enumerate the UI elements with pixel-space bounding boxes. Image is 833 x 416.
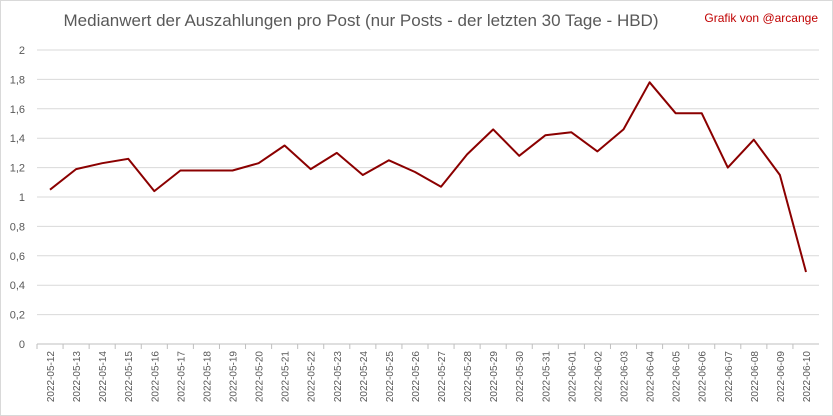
gridlines (37, 49, 819, 345)
x-tick-label: 2022-05-21 (281, 351, 292, 403)
x-tick-label: 2022-05-13 (72, 351, 83, 403)
y-tick-label: 0,6 (10, 251, 25, 263)
x-tick-label: 2022-06-07 (724, 351, 735, 403)
y-tick-label: 0 (19, 339, 25, 351)
x-tick-label: 2022-05-31 (541, 351, 552, 403)
y-axis: 0 0,2 0,4 0,6 0,8 1 1,2 1,4 1,6 1,8 2 (10, 45, 25, 351)
x-tick-label: 2022-05-27 (437, 351, 448, 403)
x-tick-label: 2022-05-12 (46, 351, 57, 403)
series (49, 81, 807, 273)
x-axis: 2022-05-12 2022-05-13 2022-05-14 2022-05-15… (36, 344, 813, 403)
x-tick-label: 2022-06-04 (646, 351, 657, 403)
x-tick-label: 2022-05-29 (489, 351, 500, 403)
x-tick-label: 2022-06-03 (620, 351, 631, 403)
y-tick-label: 1 (19, 192, 25, 204)
x-tick-label: 2022-06-08 (750, 351, 761, 403)
y-tick-label: 1,4 (10, 133, 25, 145)
y-tick-label: 1,2 (10, 163, 25, 175)
x-tick-label: 2022-06-10 (802, 351, 813, 403)
x-tick-label: 2022-05-26 (411, 351, 422, 403)
x-tick-label: 2022-05-30 (515, 351, 526, 403)
x-tick-label: 2022-05-17 (176, 351, 187, 403)
y-tick-label: 0,2 (10, 310, 25, 322)
x-tick-label: 2022-05-19 (229, 351, 240, 403)
y-tick-label: 0,8 (10, 221, 25, 233)
x-tick-label: 2022-06-01 (567, 351, 578, 403)
x-tick-label: 2022-05-23 (333, 351, 344, 403)
x-tick-label: 2022-05-24 (359, 351, 370, 403)
x-tick-label: 2022-06-02 (593, 351, 604, 403)
x-tick-label: 2022-05-28 (463, 351, 474, 403)
x-tick-label: 2022-06-09 (776, 351, 787, 403)
x-tick-label: 2022-06-05 (672, 351, 683, 403)
chart-title: Medianwert der Auszahlungen pro Post (nu… (63, 11, 659, 30)
y-tick-label: 1,6 (10, 104, 25, 116)
x-tick-label: 2022-06-06 (698, 351, 709, 403)
x-tick-label: 2022-05-22 (307, 351, 318, 403)
x-tick-label: 2022-05-25 (385, 351, 396, 403)
x-tick-label: 2022-05-18 (202, 351, 213, 403)
y-tick-label: 1,8 (10, 74, 25, 86)
x-tick-label: 2022-05-16 (150, 351, 161, 403)
x-tick-label: 2022-05-15 (124, 351, 135, 403)
y-tick-label: 2 (19, 45, 25, 57)
series-line (49, 81, 807, 273)
y-tick-label: 0,4 (10, 280, 25, 292)
chart-credit: Grafik von @arcange (704, 11, 818, 25)
x-tick-label: 2022-05-20 (255, 351, 266, 403)
x-tick-label: 2022-05-14 (98, 351, 109, 403)
